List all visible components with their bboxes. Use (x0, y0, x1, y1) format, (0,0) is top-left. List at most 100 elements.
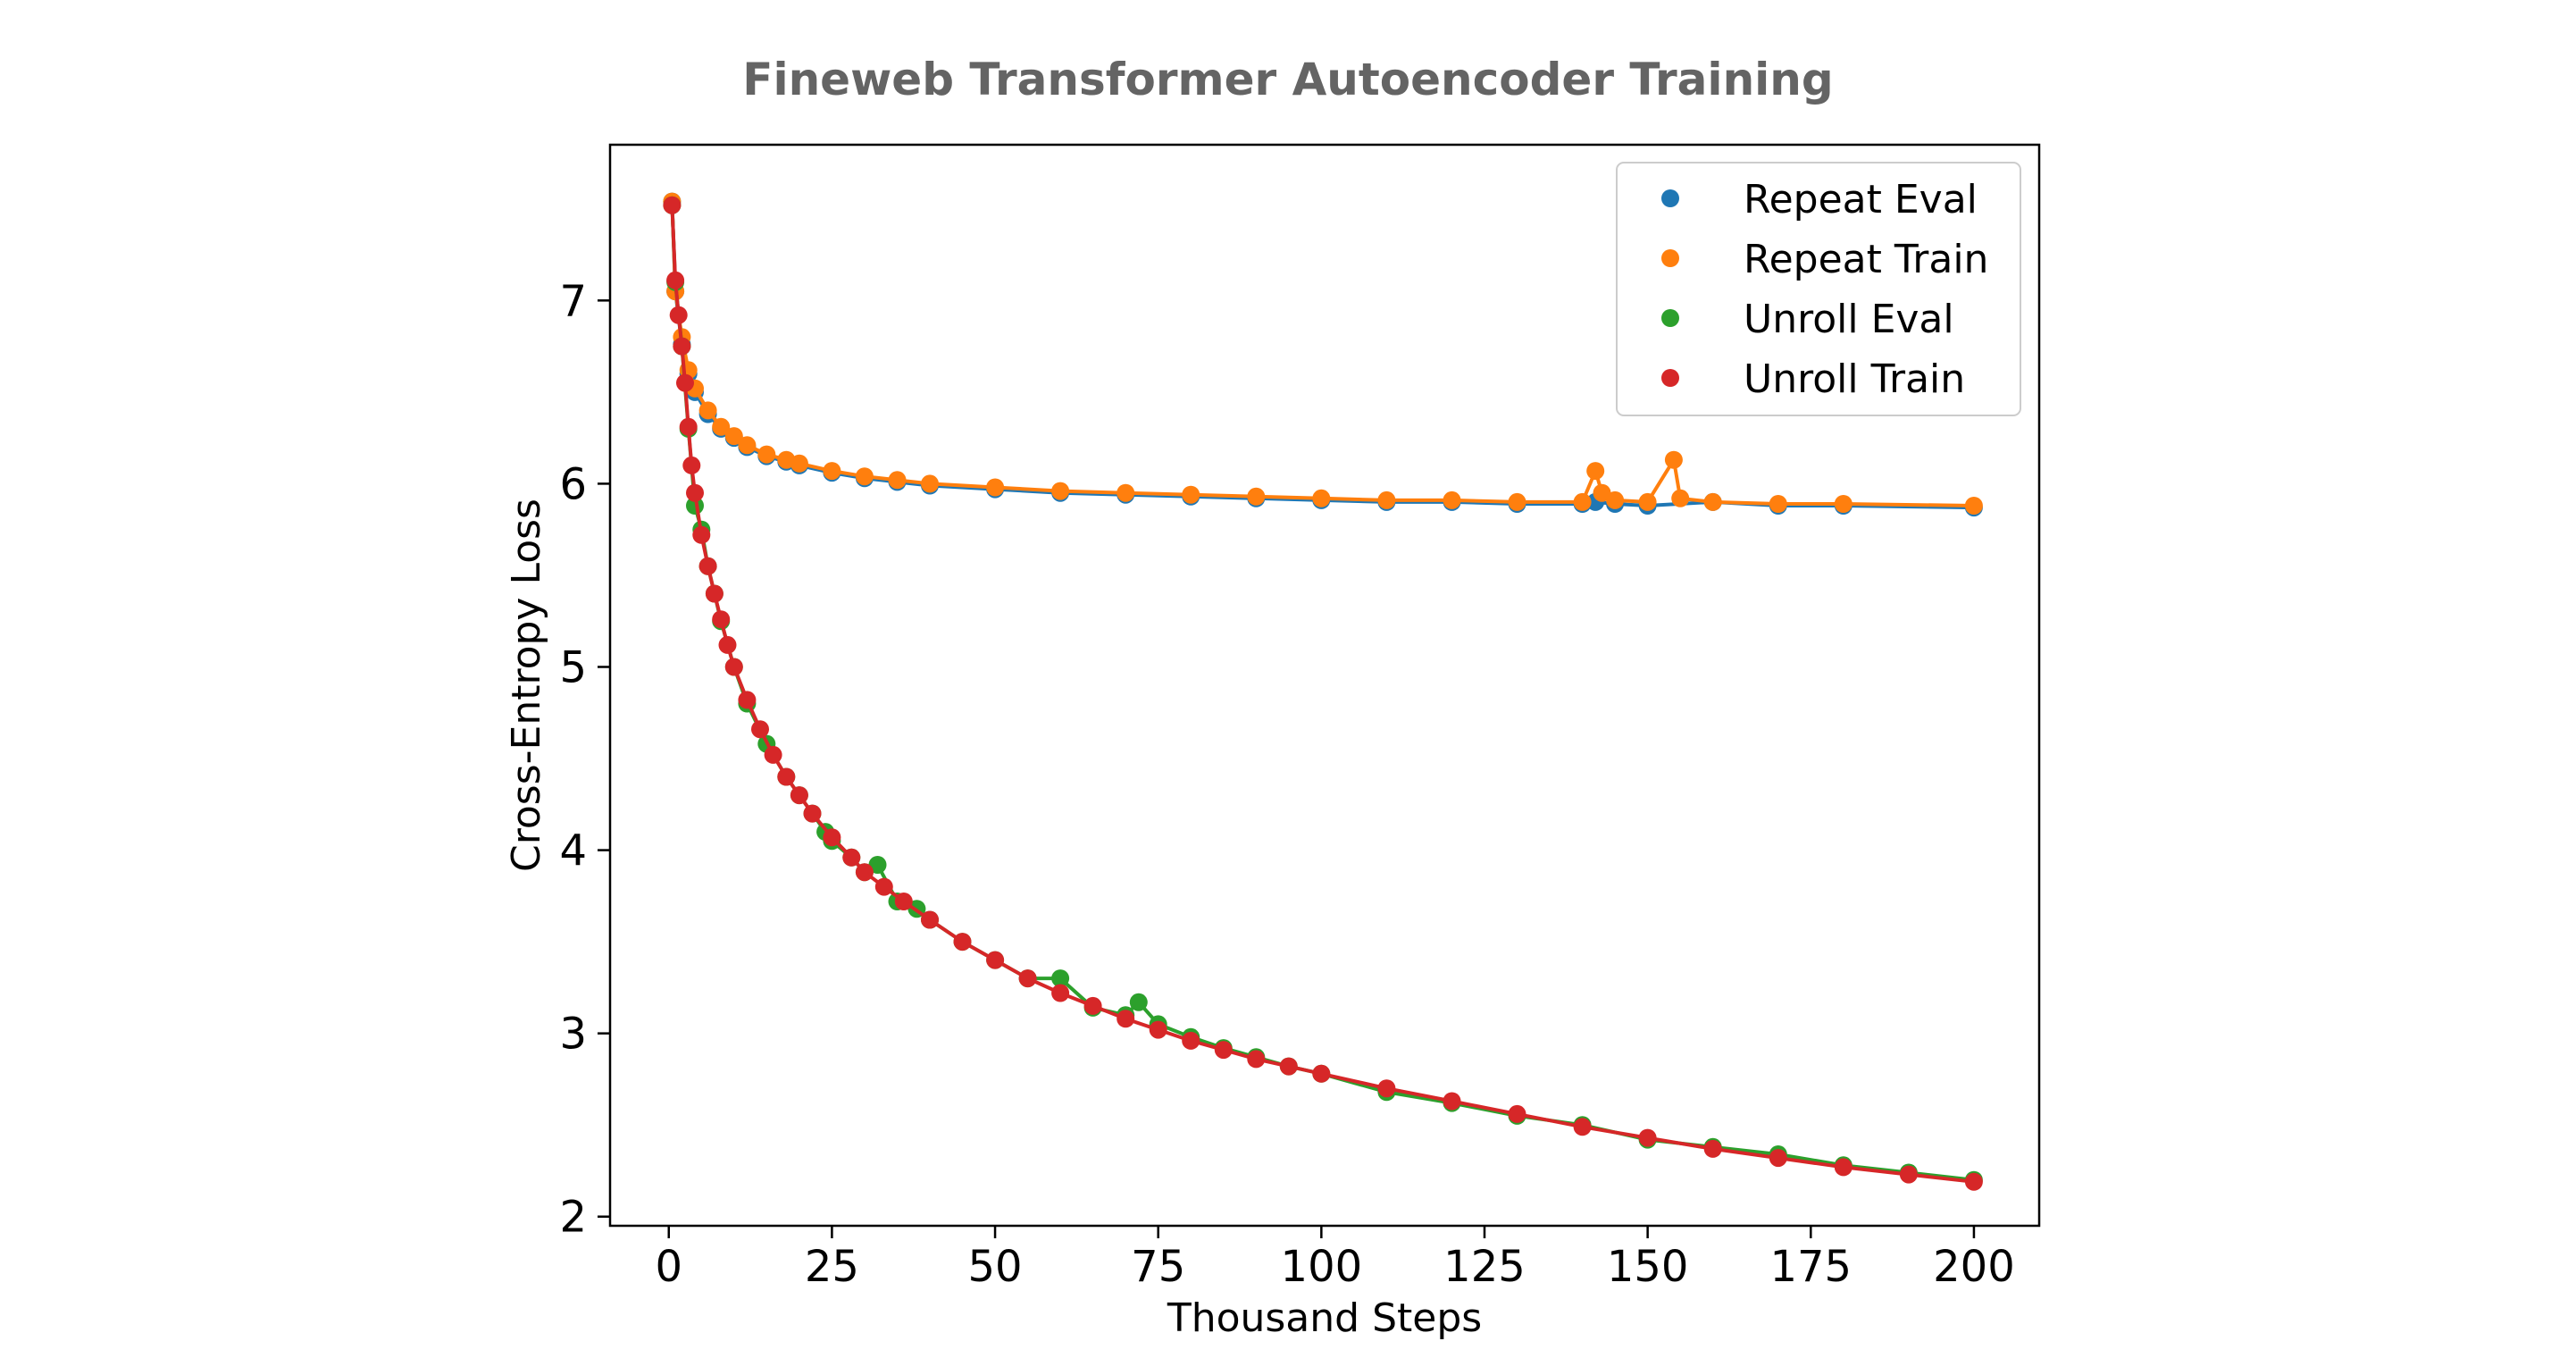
data-point (757, 445, 776, 464)
legend-label: Unroll Eval (1744, 297, 1954, 342)
data-point (686, 483, 704, 502)
x-tick-label: 125 (1443, 1242, 1526, 1292)
data-point (855, 467, 874, 486)
data-point (1443, 490, 1461, 509)
data-point (738, 436, 757, 455)
data-point (676, 373, 694, 392)
data-point (1051, 969, 1070, 988)
data-point (751, 720, 769, 739)
chart-title: Fineweb Transformer Autoencoder Training (742, 54, 1833, 105)
data-point (1247, 1050, 1266, 1069)
series-unroll-train (663, 196, 1983, 1191)
x-tick-label: 75 (1131, 1242, 1185, 1292)
data-point (823, 462, 841, 481)
data-point (1703, 1139, 1722, 1158)
data-point (669, 306, 688, 324)
data-point (1834, 495, 1853, 513)
y-tick-label: 2 (559, 1193, 587, 1243)
legend-label: Repeat Eval (1744, 177, 1978, 222)
data-point (663, 196, 682, 214)
data-point (1083, 996, 1102, 1015)
data-point (790, 786, 808, 805)
data-point (1182, 1031, 1200, 1050)
y-axis: 2 3 4 5 6 7 (559, 276, 610, 1243)
data-point (724, 427, 743, 446)
data-point (1834, 1158, 1853, 1177)
data-point (1051, 482, 1070, 500)
data-point (682, 456, 701, 474)
series-repeat-train (663, 192, 1983, 515)
data-point (1899, 1165, 1918, 1184)
legend-frame (1616, 162, 2021, 416)
data-point (1664, 450, 1683, 469)
data-point (1964, 497, 1983, 515)
data-point (894, 893, 913, 910)
plot-area (663, 192, 1983, 1191)
data-point (705, 584, 723, 603)
legend-label: Repeat Train (1744, 237, 1988, 282)
data-point (1247, 487, 1266, 506)
x-tick-label: 150 (1607, 1242, 1689, 1292)
legend-marker (1661, 249, 1679, 267)
x-axis-label: Thousand Steps (1167, 1295, 1482, 1341)
data-point (1443, 1092, 1461, 1111)
data-point (1964, 1172, 1983, 1191)
data-point (1214, 1041, 1233, 1060)
data-point (790, 454, 808, 473)
data-point (673, 337, 691, 356)
data-point (698, 401, 717, 420)
data-point (1182, 485, 1200, 504)
data-point (1769, 1149, 1787, 1168)
data-point (888, 471, 907, 490)
data-point (698, 557, 717, 575)
data-point (1769, 495, 1787, 513)
x-axis: 0 25 50 75 100 125 150 175 200 (655, 1226, 2015, 1292)
data-point (712, 610, 731, 629)
data-point (1279, 1057, 1298, 1076)
legend-marker (1661, 189, 1679, 207)
data-point (1508, 492, 1526, 511)
y-tick-label: 6 (559, 459, 587, 509)
data-point (679, 417, 698, 436)
data-point (921, 474, 939, 493)
y-tick-label: 4 (559, 826, 587, 876)
y-tick-label: 7 (559, 276, 587, 326)
data-point (1573, 1118, 1592, 1136)
data-point (868, 856, 887, 874)
data-point (712, 417, 731, 436)
data-point (1638, 492, 1657, 511)
data-point (1638, 1128, 1657, 1147)
data-point (764, 745, 782, 764)
data-point (1312, 1064, 1331, 1083)
data-point (666, 271, 685, 289)
data-point (1129, 993, 1148, 1011)
x-tick-label: 50 (968, 1242, 1023, 1292)
data-point (1606, 490, 1625, 509)
x-tick-label: 175 (1769, 1242, 1852, 1292)
data-point (1586, 462, 1605, 481)
data-point (803, 804, 822, 823)
data-point (1593, 483, 1611, 502)
data-point (1117, 1010, 1135, 1028)
data-point (1573, 492, 1592, 511)
y-tick-label: 5 (559, 642, 587, 692)
data-point (1051, 984, 1070, 1002)
data-point (842, 848, 861, 867)
y-tick-label: 3 (559, 1010, 587, 1060)
legend-label: Unroll Train (1744, 356, 1965, 402)
data-point (953, 933, 972, 951)
legend-marker (1661, 309, 1679, 327)
data-point (874, 877, 893, 896)
data-point (718, 635, 737, 654)
data-point (855, 863, 874, 882)
data-point (777, 767, 796, 786)
x-tick-label: 100 (1281, 1242, 1363, 1292)
data-point (1377, 490, 1396, 509)
data-point (724, 658, 743, 676)
legend: Repeat Eval Repeat Train Unroll Eval Unroll… (1616, 162, 2021, 416)
data-point (1018, 969, 1037, 988)
y-axis-label: Cross-Entropy Loss (504, 499, 549, 872)
data-point (738, 691, 757, 709)
x-tick-label: 200 (1933, 1242, 2015, 1292)
data-point (692, 525, 711, 544)
